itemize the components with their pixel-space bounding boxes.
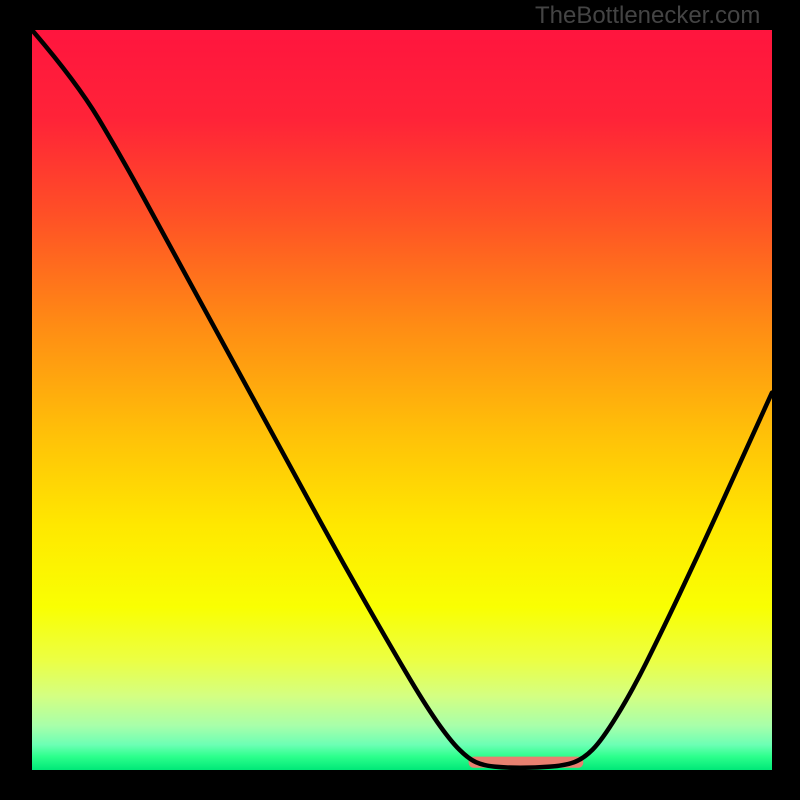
- plot-area: [32, 30, 772, 770]
- watermark-text: TheBottlenecker.com: [535, 2, 760, 30]
- gradient-background: [32, 30, 772, 770]
- plot-svg: [32, 30, 772, 770]
